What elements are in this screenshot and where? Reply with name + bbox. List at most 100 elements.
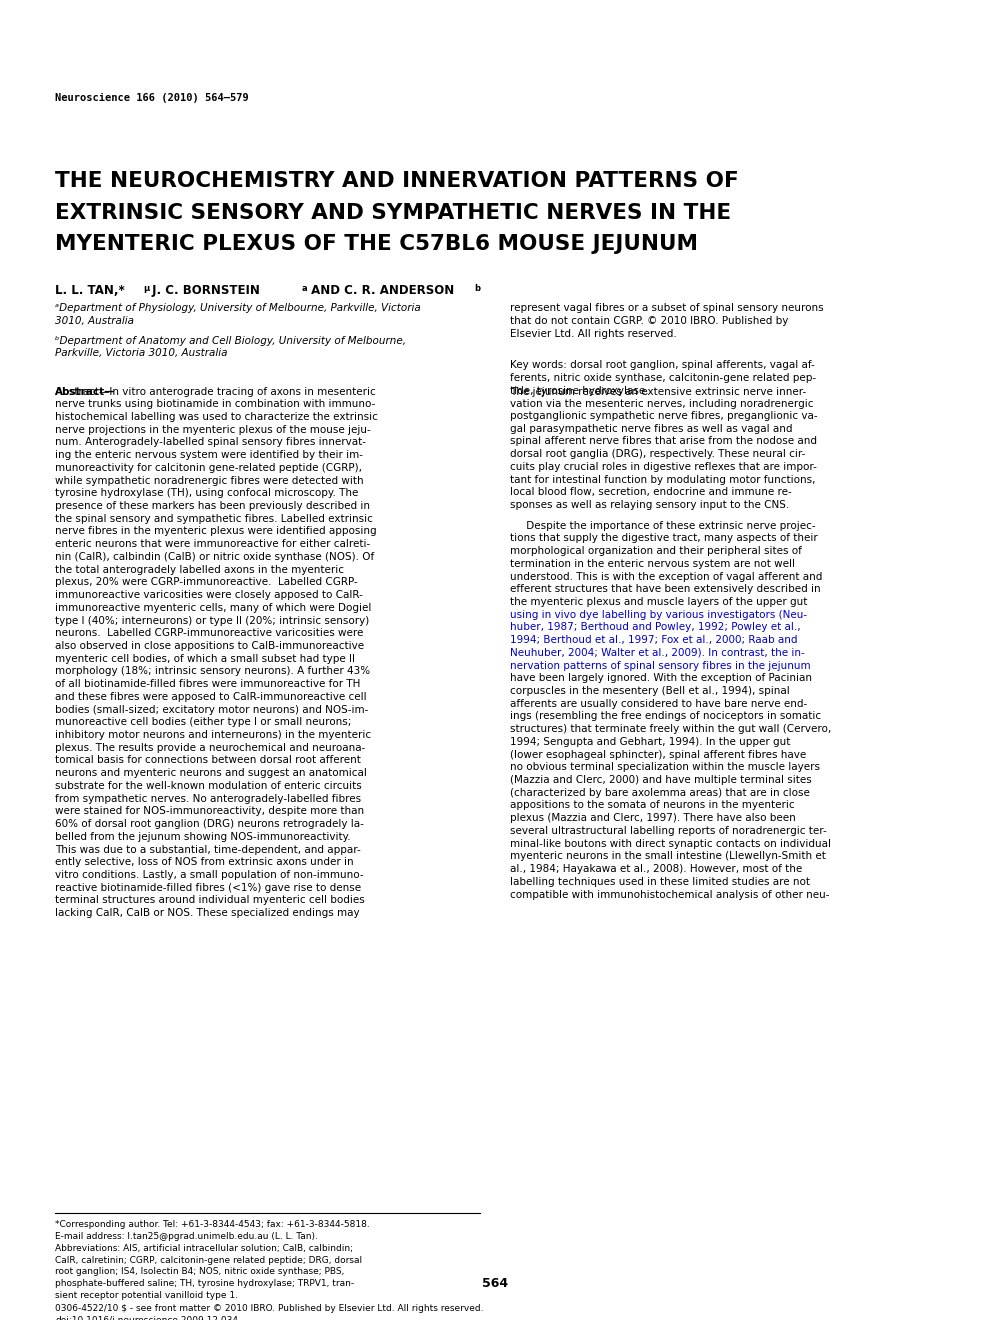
Text: nerve trunks using biotinamide in combination with immuno-: nerve trunks using biotinamide in combin… [55,399,375,409]
Text: tyrosine hydroxylase (TH), using confocal microscopy. The: tyrosine hydroxylase (TH), using confoca… [55,488,358,499]
Text: The jejunum receives an extensive extrinsic nerve inner-: The jejunum receives an extensive extrin… [510,387,806,396]
Text: 1994; Sengupta and Gebhart, 1994). In the upper gut: 1994; Sengupta and Gebhart, 1994). In th… [510,737,790,747]
Text: Neuhuber, 2004; Walter et al., 2009). In contrast, the in-: Neuhuber, 2004; Walter et al., 2009). In… [510,648,805,657]
Text: 60% of dorsal root ganglion (DRG) neurons retrogradely la-: 60% of dorsal root ganglion (DRG) neuron… [55,820,364,829]
Text: munoreactivity for calcitonin gene-related peptide (CGRP),: munoreactivity for calcitonin gene-relat… [55,463,362,473]
Text: E-mail address: l.tan25@pgrad.unimelb.edu.au (L. L. Tan).: E-mail address: l.tan25@pgrad.unimelb.ed… [55,1232,318,1241]
Text: (characterized by bare axolemma areas) that are in close: (characterized by bare axolemma areas) t… [510,788,810,797]
Text: Key words: dorsal root ganglion, spinal afferents, vagal af-: Key words: dorsal root ganglion, spinal … [510,360,815,370]
Text: al., 1984; Hayakawa et al., 2008). However, most of the: al., 1984; Hayakawa et al., 2008). Howev… [510,865,802,874]
Text: nin (CalR), calbindin (CalB) or nitric oxide synthase (NOS). Of: nin (CalR), calbindin (CalB) or nitric o… [55,552,374,562]
Text: plexus, 20% were CGRP-immunoreactive.  Labelled CGRP-: plexus, 20% were CGRP-immunoreactive. La… [55,577,357,587]
Text: bodies (small-sized; excitatory motor neurons) and NOS-im-: bodies (small-sized; excitatory motor ne… [55,705,368,714]
Text: presence of these markers has been previously described in: presence of these markers has been previ… [55,502,370,511]
Text: 0306-4522/10 $ - see front matter © 2010 IBRO. Published by Elsevier Ltd. All ri: 0306-4522/10 $ - see front matter © 2010… [55,1304,483,1313]
Text: corpuscles in the mesentery (Bell et al., 1994), spinal: corpuscles in the mesentery (Bell et al.… [510,686,790,696]
Text: morphology (18%; intrinsic sensory neurons). A further 43%: morphology (18%; intrinsic sensory neuro… [55,667,370,676]
Text: phosphate-buffered saline; TH, tyrosine hydroxylase; TRPV1, tran-: phosphate-buffered saline; TH, tyrosine … [55,1279,354,1288]
Text: immunoreactive myenteric cells, many of which were Dogiel: immunoreactive myenteric cells, many of … [55,603,371,612]
Text: dorsal root ganglia (DRG), respectively. These neural cir-: dorsal root ganglia (DRG), respectively.… [510,449,806,459]
Text: Neuroscience 166 (2010) 564–579: Neuroscience 166 (2010) 564–579 [55,92,248,103]
Text: lacking CalR, CalB or NOS. These specialized endings may: lacking CalR, CalB or NOS. These special… [55,908,359,919]
Text: inhibitory motor neurons and interneurons) in the myenteric: inhibitory motor neurons and interneuron… [55,730,371,741]
Text: ings (resembling the free endings of nociceptors in somatic: ings (resembling the free endings of noc… [510,711,821,722]
Text: labelling techniques used in these limited studies are not: labelling techniques used in these limit… [510,876,810,887]
Text: tions that supply the digestive tract, many aspects of their: tions that supply the digestive tract, m… [510,533,818,544]
Text: EXTRINSIC SENSORY AND SYMPATHETIC NERVES IN THE: EXTRINSIC SENSORY AND SYMPATHETIC NERVES… [55,202,732,223]
Text: nerve fibres in the myenteric plexus were identified apposing: nerve fibres in the myenteric plexus wer… [55,527,376,536]
Text: 564: 564 [482,1276,508,1290]
Text: tide, tyrosine hydroxylase.: tide, tyrosine hydroxylase. [510,385,648,396]
Text: sponses as well as relaying sensory input to the CNS.: sponses as well as relaying sensory inpu… [510,500,789,510]
Text: local blood flow, secretion, endocrine and immune re-: local blood flow, secretion, endocrine a… [510,487,792,498]
Text: were stained for NOS-immunoreactivity, despite more than: were stained for NOS-immunoreactivity, d… [55,807,364,816]
Text: ferents, nitric oxide synthase, calcitonin-gene related pep-: ferents, nitric oxide synthase, calciton… [510,372,816,383]
Text: reactive biotinamide-filled fibres (<1%) gave rise to dense: reactive biotinamide-filled fibres (<1%)… [55,883,361,892]
Text: morphological organization and their peripheral sites of: morphological organization and their per… [510,546,802,556]
Text: b: b [474,284,480,293]
Text: also observed in close appositions to CalB-immunoreactive: also observed in close appositions to Ca… [55,642,364,651]
Text: Abbreviations: AIS, artificial intracellular solution; CalB, calbindin;: Abbreviations: AIS, artificial intracell… [55,1243,353,1253]
Text: the myenteric plexus and muscle layers of the upper gut: the myenteric plexus and muscle layers o… [510,597,808,607]
Text: gal parasympathetic nerve fibres as well as vagal and: gal parasympathetic nerve fibres as well… [510,424,793,434]
Text: substrate for the well-known modulation of enteric circuits: substrate for the well-known modulation … [55,781,361,791]
Text: AND C. R. ANDERSON: AND C. R. ANDERSON [307,284,454,297]
Text: have been largely ignored. With the exception of Pacinian: have been largely ignored. With the exce… [510,673,812,684]
Text: CalR, calretinin; CGRP, calcitonin-gene related peptide; DRG, dorsal: CalR, calretinin; CGRP, calcitonin-gene … [55,1255,362,1265]
Text: cuits play crucial roles in digestive reflexes that are impor-: cuits play crucial roles in digestive re… [510,462,817,471]
Text: structures) that terminate freely within the gut wall (Cervero,: structures) that terminate freely within… [510,725,832,734]
Text: munoreactive cell bodies (either type I or small neurons;: munoreactive cell bodies (either type I … [55,717,351,727]
Text: *Corresponding author. Tel: +61-3-8344-4543; fax: +61-3-8344-5818.: *Corresponding author. Tel: +61-3-8344-4… [55,1220,369,1229]
Text: histochemical labelling was used to characterize the extrinsic: histochemical labelling was used to char… [55,412,378,422]
Text: 1994; Berthoud et al., 1997; Fox et al., 2000; Raab and: 1994; Berthoud et al., 1997; Fox et al.,… [510,635,798,645]
Text: that do not contain CGRP. © 2010 IBRO. Published by: that do not contain CGRP. © 2010 IBRO. P… [510,315,788,326]
Text: Abstract—In vitro anterograde tracing of axons in mesenteric: Abstract—In vitro anterograde tracing of… [55,387,376,396]
Text: using in vivo dye labelling by various investigators (Neu-: using in vivo dye labelling by various i… [510,610,807,619]
Text: and these fibres were apposed to CalR-immunoreactive cell: and these fibres were apposed to CalR-im… [55,692,366,702]
Text: understood. This is with the exception of vagal afferent and: understood. This is with the exception o… [510,572,823,582]
Text: plexus (Mazzia and Clerc, 1997). There have also been: plexus (Mazzia and Clerc, 1997). There h… [510,813,796,824]
Text: Abstract—: Abstract— [55,387,116,396]
Text: Despite the importance of these extrinsic nerve projec-: Despite the importance of these extrinsi… [510,520,816,531]
Text: µ: µ [143,284,149,293]
Text: nerve projections in the myenteric plexus of the mouse jeju-: nerve projections in the myenteric plexu… [55,425,370,434]
Text: ᵃDepartment of Physiology, University of Melbourne, Parkville, Victoria: ᵃDepartment of Physiology, University of… [55,304,421,313]
Text: the spinal sensory and sympathetic fibres. Labelled extrinsic: the spinal sensory and sympathetic fibre… [55,513,373,524]
Text: afferents are usually considered to have bare nerve end-: afferents are usually considered to have… [510,698,807,709]
Text: L. L. TAN,*: L. L. TAN,* [55,284,125,297]
Text: the total anterogradely labelled axons in the myenteric: the total anterogradely labelled axons i… [55,565,344,574]
Text: ᵇDepartment of Anatomy and Cell Biology, University of Melbourne,: ᵇDepartment of Anatomy and Cell Biology,… [55,335,406,346]
Text: This was due to a substantial, time-dependent, and appar-: This was due to a substantial, time-depe… [55,845,360,854]
Text: doi:10.1016/j.neuroscience.2009.12.034: doi:10.1016/j.neuroscience.2009.12.034 [55,1316,238,1320]
Text: (lower esophageal sphincter), spinal afferent fibres have: (lower esophageal sphincter), spinal aff… [510,750,806,759]
Text: a: a [302,284,308,293]
Text: minal-like boutons with direct synaptic contacts on individual: minal-like boutons with direct synaptic … [510,838,831,849]
Text: Elsevier Ltd. All rights reserved.: Elsevier Ltd. All rights reserved. [510,329,677,339]
Text: appositions to the somata of neurons in the myenteric: appositions to the somata of neurons in … [510,800,795,810]
Text: compatible with immunohistochemical analysis of other neu-: compatible with immunohistochemical anal… [510,890,830,899]
Text: tomical basis for connections between dorsal root afferent: tomical basis for connections between do… [55,755,361,766]
Text: termination in the enteric nervous system are not well: termination in the enteric nervous syste… [510,558,795,569]
Text: neurons and myenteric neurons and suggest an anatomical: neurons and myenteric neurons and sugges… [55,768,367,779]
Text: from sympathetic nerves. No anterogradely-labelled fibres: from sympathetic nerves. No anterogradel… [55,793,361,804]
Text: efferent structures that have been extensively described in: efferent structures that have been exten… [510,585,821,594]
Text: vation via the mesenteric nerves, including noradrenergic: vation via the mesenteric nerves, includ… [510,399,814,409]
Text: immunoreactive varicosities were closely apposed to CalR-: immunoreactive varicosities were closely… [55,590,363,601]
Text: represent vagal fibres or a subset of spinal sensory neurons: represent vagal fibres or a subset of sp… [510,304,824,313]
Text: sient receptor potential vanilloid type 1.: sient receptor potential vanilloid type … [55,1291,238,1300]
Text: Parkville, Victoria 3010, Australia: Parkville, Victoria 3010, Australia [55,348,228,359]
Text: while sympathetic noradrenergic fibres were detected with: while sympathetic noradrenergic fibres w… [55,475,363,486]
Text: myenteric neurons in the small intestine (Llewellyn-Smith et: myenteric neurons in the small intestine… [510,851,826,862]
Text: THE NEUROCHEMISTRY AND INNERVATION PATTERNS OF: THE NEUROCHEMISTRY AND INNERVATION PATTE… [55,172,739,191]
Text: no obvious terminal specialization within the muscle layers: no obvious terminal specialization withi… [510,763,820,772]
Text: MYENTERIC PLEXUS OF THE C57BL6 MOUSE JEJUNUM: MYENTERIC PLEXUS OF THE C57BL6 MOUSE JEJ… [55,234,698,253]
Text: spinal afferent nerve fibres that arise from the nodose and: spinal afferent nerve fibres that arise … [510,437,817,446]
Text: J. C. BORNSTEIN: J. C. BORNSTEIN [148,284,259,297]
Text: ently selective, loss of NOS from extrinsic axons under in: ently selective, loss of NOS from extrin… [55,857,353,867]
Text: terminal structures around individual myenteric cell bodies: terminal structures around individual my… [55,895,364,906]
Text: 3010, Australia: 3010, Australia [55,315,134,326]
Text: vitro conditions. Lastly, a small population of non-immuno-: vitro conditions. Lastly, a small popula… [55,870,363,880]
Text: plexus. The results provide a neurochemical and neuroana-: plexus. The results provide a neurochemi… [55,743,365,752]
Text: enteric neurons that were immunoreactive for either calreti-: enteric neurons that were immunoreactive… [55,539,370,549]
Text: tant for intestinal function by modulating motor functions,: tant for intestinal function by modulati… [510,475,816,484]
